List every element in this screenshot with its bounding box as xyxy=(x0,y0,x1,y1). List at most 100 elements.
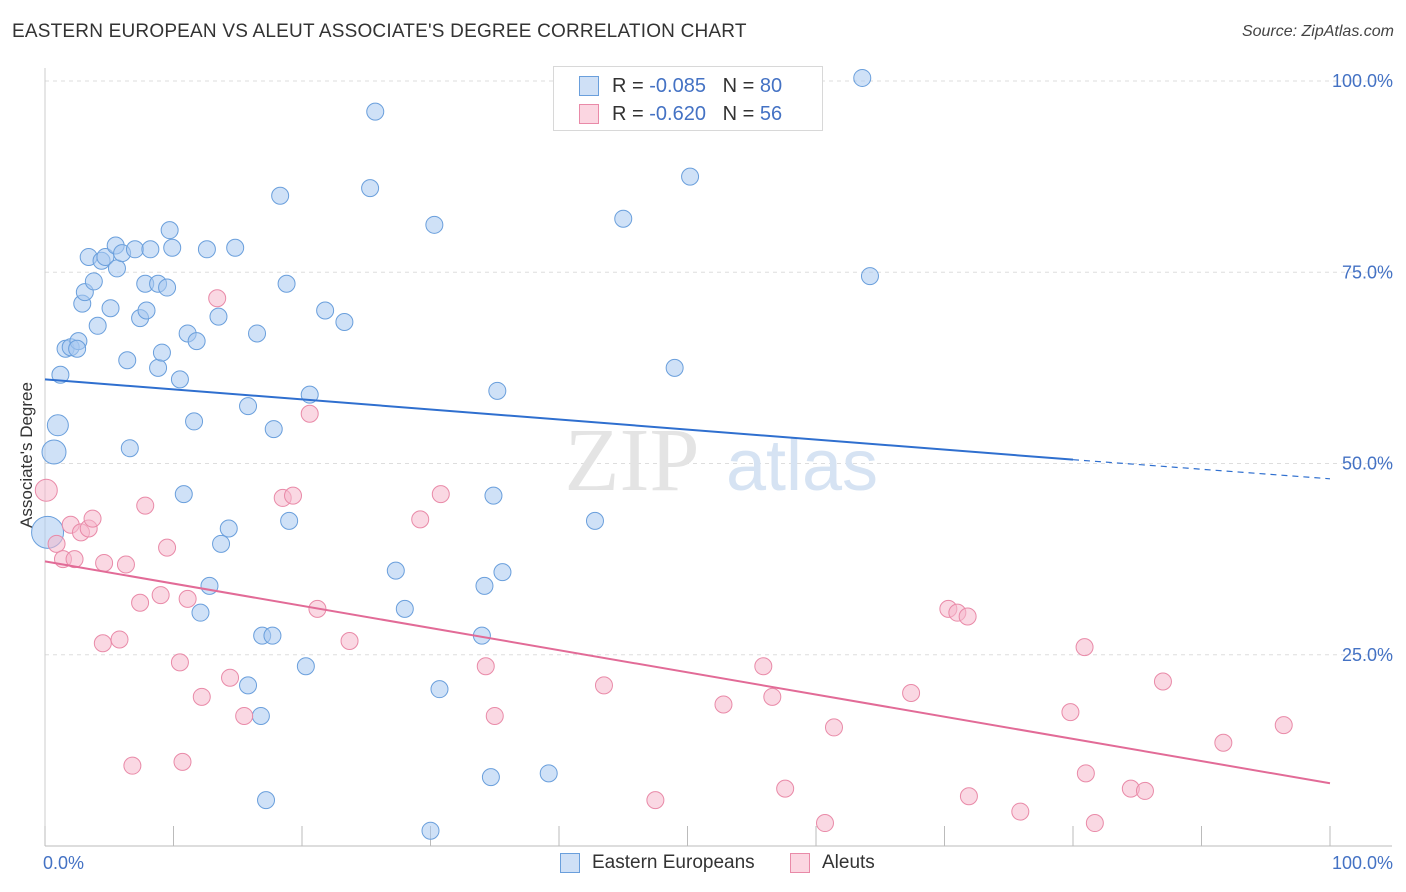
eastern-europeans-point xyxy=(41,439,67,465)
aleuts-point xyxy=(902,684,921,702)
aleuts-point xyxy=(34,478,58,502)
eastern-europeans-point xyxy=(141,240,160,259)
eastern-europeans-point xyxy=(96,247,115,266)
eastern-europeans-point xyxy=(209,307,228,326)
legend-label: Eastern Europeans xyxy=(592,852,755,873)
aleuts-point xyxy=(151,586,170,605)
n-value: 56 xyxy=(759,102,783,125)
aleuts-point xyxy=(1075,638,1094,657)
eastern-europeans-point xyxy=(585,511,604,530)
aleuts-point xyxy=(300,404,319,423)
aleuts-point xyxy=(110,630,129,649)
eastern-europeans-point xyxy=(163,238,182,257)
tick-labels: 25.0% 50.0% 75.0% 100.0% 0.0% 100.0% xyxy=(43,71,1393,873)
aleuts-point xyxy=(763,687,782,706)
y-tick-label: 25.0% xyxy=(1342,645,1393,665)
eastern-europeans-point xyxy=(160,221,179,240)
eastern-europeans-point xyxy=(84,272,103,291)
aleuts-point xyxy=(824,718,843,737)
eastern-europeans-point xyxy=(860,267,879,286)
r-value: -0.085 xyxy=(649,74,706,97)
eastern-europeans-point xyxy=(296,657,315,676)
eastern-europeans-point xyxy=(316,301,335,320)
aleuts-point xyxy=(754,657,773,676)
aleuts-point xyxy=(1135,781,1154,800)
series-legend: Eastern Europeans Aleuts xyxy=(0,852,1406,878)
eastern-europeans-point xyxy=(125,240,144,259)
n-label: N = xyxy=(722,74,760,97)
eastern-europeans-point xyxy=(248,324,267,343)
eastern-europeans-point xyxy=(51,365,70,384)
eastern-europeans-point xyxy=(185,412,204,431)
aleuts-point xyxy=(485,706,504,725)
x-tick-label: 0.0% xyxy=(43,853,84,873)
eastern-europeans-point xyxy=(361,179,380,198)
correlation-legend: R = -0.085 N = 80 R = -0.620 N = 56 xyxy=(553,66,823,131)
aleuts-point xyxy=(208,289,227,308)
eastern-europeans-point xyxy=(475,576,494,595)
legend-row-text: R = -0.085 N = 80 xyxy=(612,75,782,98)
aleuts-point xyxy=(959,787,978,806)
eastern-europeans-point xyxy=(158,278,177,297)
aleuts-point xyxy=(123,756,142,775)
eastern-europeans-point xyxy=(665,358,684,377)
aleuts-point xyxy=(192,687,211,706)
eastern-europeans-point xyxy=(88,316,107,335)
n-label: N = xyxy=(722,102,760,125)
legend-label: Aleuts xyxy=(822,852,875,873)
aleuts-point xyxy=(776,779,795,798)
eastern-europeans-point xyxy=(488,381,507,400)
aleuts-point xyxy=(83,509,102,528)
eastern-europeans-point xyxy=(280,511,299,530)
eastern-europeans-point xyxy=(539,764,558,783)
y-tick-label: 100.0% xyxy=(1332,71,1393,91)
eastern-europeans-point xyxy=(120,439,139,458)
eastern-europeans-point xyxy=(212,534,231,553)
eastern-europeans-point xyxy=(481,768,500,787)
eastern-europeans-point xyxy=(137,301,156,320)
r-label: R = xyxy=(612,74,650,97)
aleuts-point xyxy=(476,657,495,676)
r-value: -0.620 xyxy=(649,102,706,125)
eastern-europeans-point xyxy=(239,676,258,695)
eastern-europeans-point xyxy=(46,414,69,437)
aleuts-point xyxy=(1085,814,1104,833)
eastern-europeans-point xyxy=(152,343,171,362)
aleuts-point xyxy=(1011,802,1030,821)
aleuts-point xyxy=(178,589,197,608)
aleuts-point xyxy=(958,607,977,626)
eastern-europeans-point xyxy=(484,486,503,505)
aleuts-point xyxy=(170,653,189,672)
y-tick-label: 50.0% xyxy=(1342,454,1393,474)
eastern-europeans-point xyxy=(335,312,354,331)
aleuts-point xyxy=(1274,716,1293,735)
eastern-europeans-trendline xyxy=(44,378,1074,461)
eastern-europeans-point xyxy=(174,485,193,504)
axes xyxy=(44,68,1392,847)
eastern-europeans-point xyxy=(101,299,120,318)
n-value: 80 xyxy=(759,74,783,97)
legend-swatch-pink xyxy=(579,104,599,124)
eastern-europeans-point xyxy=(264,420,283,439)
aleuts-point xyxy=(646,791,665,810)
aleuts-point xyxy=(411,510,430,529)
aleuts-point xyxy=(173,752,192,771)
aleuts-point xyxy=(1061,703,1080,722)
eastern-europeans-point xyxy=(68,339,87,358)
legend-swatch-blue xyxy=(579,76,599,96)
eastern-europeans-point xyxy=(386,561,405,580)
aleuts-point xyxy=(431,485,450,504)
eastern-europeans-point xyxy=(614,209,633,228)
trendlines xyxy=(44,378,1331,785)
eastern-europeans-point xyxy=(219,519,238,538)
legend-swatch-blue xyxy=(560,853,580,873)
aleuts-point xyxy=(65,550,84,569)
source-credit: Source: ZipAtlas.com xyxy=(1241,23,1394,40)
legend-row-text: R = -0.620 N = 56 xyxy=(612,103,782,126)
aleuts-point xyxy=(1214,733,1233,752)
eastern-europeans-point xyxy=(239,397,258,416)
aleuts-point xyxy=(131,593,150,612)
eastern-europeans-point xyxy=(493,563,512,582)
eastern-europeans-point xyxy=(271,186,290,205)
